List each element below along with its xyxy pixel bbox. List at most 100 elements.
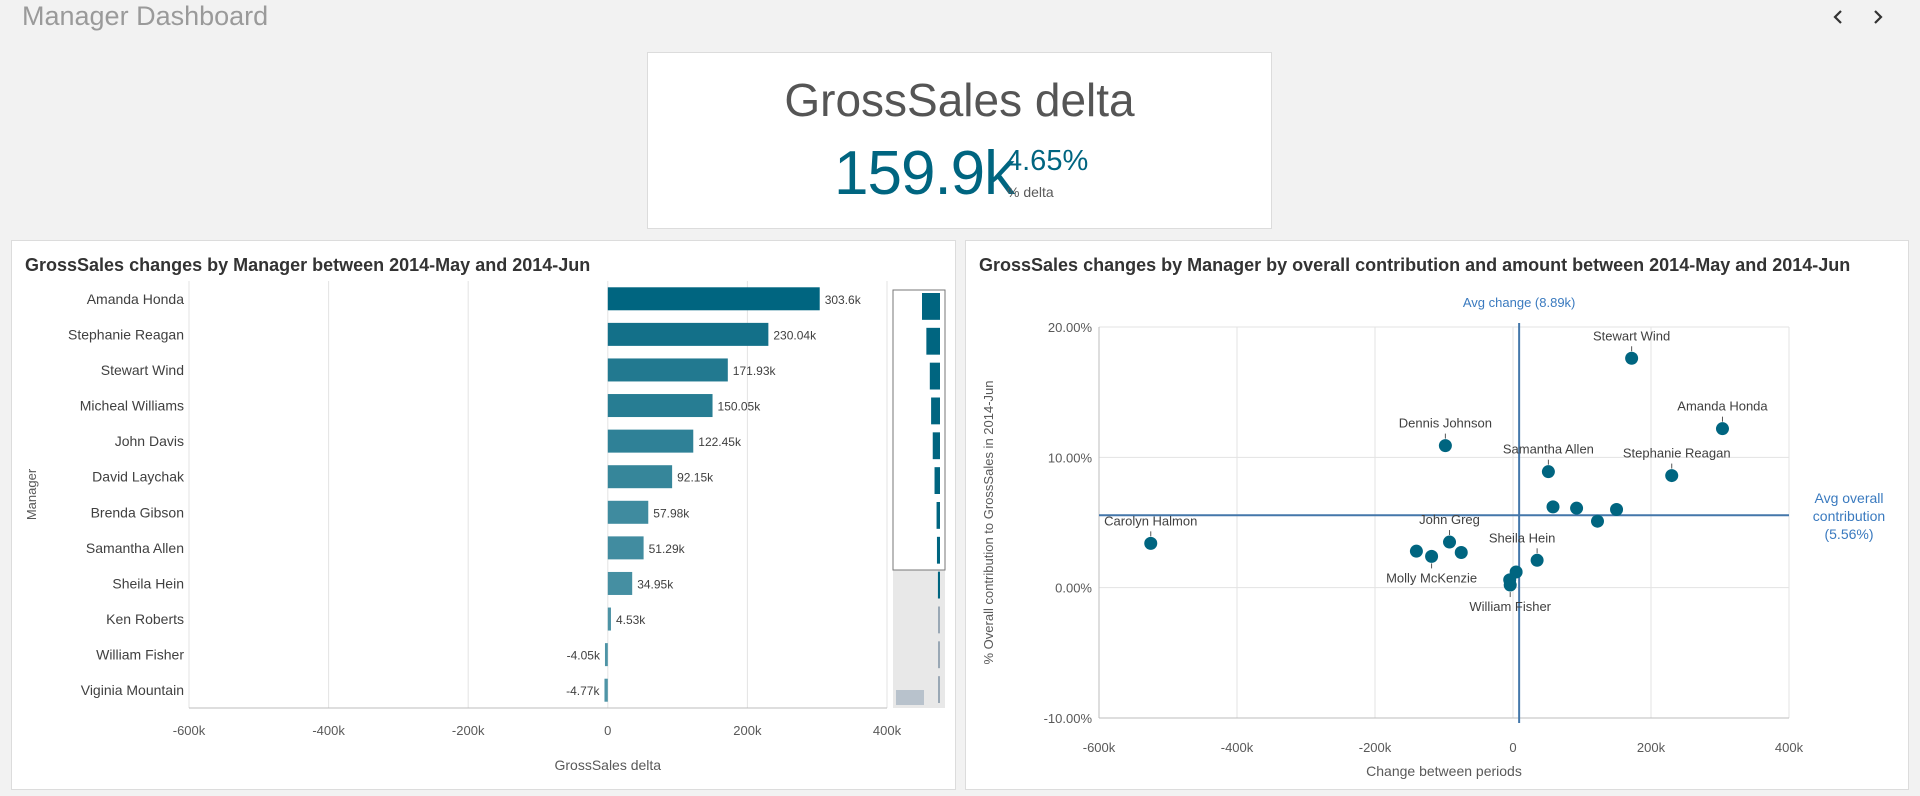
point-label: Sheila Hein: [1489, 530, 1556, 545]
mini-bar: [938, 606, 940, 634]
x-tick-label: -400k: [312, 723, 345, 738]
kpi-card[interactable]: GrossSales delta 159.9k 4.65% % delta: [647, 52, 1272, 229]
manager-label: Stephanie Reagan: [68, 326, 184, 342]
scatter-point: [1546, 500, 1560, 514]
manager-label: Viginia Mountain: [81, 682, 184, 698]
bar-data-label: 92.15k: [677, 471, 714, 485]
x-tick-label: -400k: [1221, 740, 1254, 755]
x-axis-label: Change between periods: [1366, 763, 1522, 779]
mini-bar: [937, 571, 940, 599]
point-label: Stephanie Reagan: [1623, 446, 1731, 461]
app-title: Manager Dashboard: [22, 1, 269, 31]
x-tick-label: -600k: [1083, 740, 1116, 755]
scatter-chart-panel[interactable]: GrossSales changes by Manager by overall…: [965, 240, 1909, 790]
mini-bar: [936, 536, 940, 564]
scatter-point: [1438, 439, 1452, 453]
manager-label: Micheal Williams: [80, 398, 184, 414]
point-label: Stewart Wind: [1593, 328, 1670, 343]
bar-data-label: -4.05k: [567, 649, 601, 663]
mini-bar-overflow: [896, 690, 924, 705]
point-label: Molly McKenzie: [1386, 570, 1477, 585]
scatter-point: [1665, 469, 1679, 483]
scatter-point: [1715, 422, 1729, 436]
y-tick-label: 0.00%: [1055, 581, 1092, 596]
previous-sheet-button[interactable]: [1823, 2, 1853, 32]
scatter-chart[interactable]: -600k -400k -200k 0 200k 400k -10.00% 0.00% 10.0…: [966, 241, 1910, 791]
x-tick-label: 0: [1509, 740, 1516, 755]
next-sheet-button[interactable]: [1863, 2, 1893, 32]
bar: [607, 429, 694, 453]
bar: [607, 394, 713, 418]
bar-data-label: 4.53k: [616, 613, 646, 627]
scatter-point: [1144, 536, 1158, 550]
manager-label: Sheila Hein: [112, 575, 184, 591]
point-label: Samantha Allen: [1503, 442, 1594, 457]
point-label: Carolyn Halmon: [1104, 513, 1197, 528]
y-tick-label: 20.00%: [1048, 320, 1093, 335]
y-tick-label: 10.00%: [1048, 450, 1093, 465]
bar-data-label: 230.04k: [773, 328, 817, 342]
avg-contribution-label: contribution: [1813, 508, 1885, 524]
manager-label: David Laychak: [92, 469, 185, 485]
manager-label: Samantha Allen: [86, 540, 184, 556]
bar: [607, 465, 673, 489]
scatter-point: [1570, 501, 1584, 515]
avg-contribution-label: (5.56%): [1824, 526, 1873, 542]
scatter-point: [1454, 545, 1468, 559]
scatter-point: [1590, 514, 1604, 528]
bar-chart-panel[interactable]: GrossSales changes by Manager between 20…: [11, 240, 956, 790]
scatter-point: [1541, 465, 1555, 479]
bar-data-label: 150.05k: [718, 400, 762, 414]
mini-bar: [926, 327, 940, 355]
scatter-point: [1443, 535, 1457, 549]
point-label: Amanda Honda: [1677, 399, 1768, 414]
top-bar: Manager Dashboard: [0, 0, 1920, 40]
mini-bar: [938, 641, 940, 669]
mini-bar: [936, 502, 940, 529]
x-tick-label: 400k: [1775, 740, 1804, 755]
bar-data-label: -4.77k: [566, 684, 600, 698]
kpi-percent-value: 4.65%: [1006, 145, 1089, 177]
bar: [607, 322, 769, 346]
x-tick-label: 400k: [873, 723, 902, 738]
bar: [607, 536, 644, 560]
point-label: John Greg: [1419, 512, 1480, 527]
avg-contribution-label: Avg overall: [1814, 490, 1883, 506]
bar-chart-title: GrossSales changes by Manager between 20…: [25, 255, 591, 275]
scatter-point: [1425, 549, 1439, 563]
bar-data-label: 51.29k: [649, 542, 686, 556]
bar: [607, 287, 820, 311]
bar-data-label: 57.98k: [653, 506, 690, 520]
bar-data-label: 303.6k: [825, 293, 862, 307]
scatter-point: [1409, 544, 1423, 558]
bar: [607, 500, 649, 524]
x-tick-label: -200k: [1359, 740, 1392, 755]
x-tick-label: 0: [604, 723, 611, 738]
bar: [604, 643, 608, 667]
chevron-right-icon: [1874, 10, 1883, 24]
kpi-percent-label: % delta: [1007, 184, 1054, 200]
x-tick-label: 200k: [1637, 740, 1666, 755]
manager-label: Stewart Wind: [101, 362, 184, 378]
y-axis-label: Manager: [24, 468, 39, 520]
x-tick-label: 200k: [733, 723, 762, 738]
kpi-title: GrossSales delta: [784, 74, 1135, 126]
scatter-point: [1503, 573, 1517, 587]
mini-bar: [932, 432, 940, 460]
scatter-point: [1530, 553, 1544, 567]
chevron-left-icon: [1833, 10, 1842, 24]
scatter-point: [1610, 502, 1624, 516]
manager-label: William Fisher: [96, 647, 184, 663]
mini-bar: [922, 293, 940, 320]
scatter-point: [1625, 351, 1639, 365]
bar-data-label: 122.45k: [698, 435, 742, 449]
mini-bar: [934, 467, 940, 494]
scatter-chart-title: GrossSales changes by Manager by overall…: [979, 255, 1851, 275]
bar: [607, 571, 633, 595]
bar-chart[interactable]: -600k -400k -200k 0 200k 400k GrossSales delta…: [12, 241, 957, 791]
mini-bar: [938, 676, 940, 703]
y-axis-label: % Overall contribution to GrossSales in …: [981, 381, 996, 665]
point-label: William Fisher: [1469, 599, 1551, 614]
mini-bar: [931, 397, 940, 425]
bar: [607, 607, 611, 631]
